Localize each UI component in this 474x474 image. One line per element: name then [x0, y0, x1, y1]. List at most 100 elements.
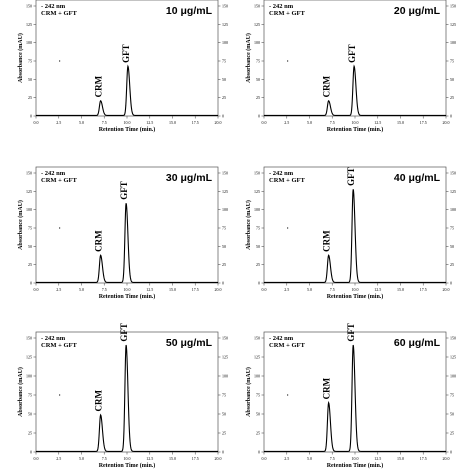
peak-label: GFT	[121, 44, 131, 63]
legend-mixture: CRM + GFT	[269, 342, 306, 349]
concentration-label: 10 μg/mL	[166, 5, 213, 17]
x-tick-label: 17.5	[192, 120, 199, 125]
y-tick-label-right: 75	[222, 59, 226, 64]
y-tick-label: 150	[254, 171, 260, 176]
concentration-label: 60 μg/mL	[394, 337, 441, 349]
y-tick-label-right: 150	[450, 336, 456, 341]
y-tick-label: 75	[256, 59, 260, 64]
chromatogram-trace	[264, 189, 446, 283]
y-tick-label: 75	[28, 393, 32, 398]
y-tick-label-right: 75	[450, 226, 454, 231]
legend-mixture: CRM + GFT	[41, 177, 78, 184]
peak-label: GFT	[346, 323, 356, 342]
y-tick-label-right: 50	[450, 244, 454, 249]
y-tick-label-right: 0	[222, 281, 224, 286]
x-tick-label: 7.5	[102, 456, 107, 461]
y-tick-label: 75	[28, 226, 32, 231]
y-tick-label: 125	[26, 22, 32, 27]
y-axis-label: Absorbance (mAU)	[17, 33, 24, 83]
peak-label: CRM	[322, 377, 332, 399]
x-tick-label: 2.5	[56, 287, 61, 292]
y-tick-label-right: 75	[450, 393, 454, 398]
y-tick-label: 125	[26, 189, 32, 194]
y-tick-label-right: 75	[222, 393, 226, 398]
x-tick-label: 2.5	[284, 456, 289, 461]
x-tick-label: 2.5	[56, 456, 61, 461]
legend-mixture: CRM + GFT	[269, 10, 306, 17]
legend-wavelength: - 242 nm	[269, 170, 294, 177]
y-tick-label-right: 25	[450, 431, 454, 436]
y-tick-label: 150	[254, 4, 260, 9]
y-tick-label: 25	[256, 431, 260, 436]
concentration-label: 30 μg/mL	[166, 172, 213, 184]
chromatogram-panel: 0.0 2.5 5.0 7.5 10.0 12.5 15.0 17.5 20.00 025 2550…	[245, 166, 456, 300]
legend-mixture: CRM + GFT	[41, 10, 78, 17]
y-tick-label: 100	[254, 207, 260, 212]
y-tick-label: 150	[254, 336, 260, 341]
y-tick-label-right: 25	[222, 95, 226, 100]
peak-label: GFT	[346, 167, 356, 186]
x-tick-label: 12.5	[374, 287, 381, 292]
y-axis-label: Absorbance (mAU)	[245, 367, 252, 417]
y-tick-label: 50	[256, 244, 260, 249]
y-tick-label: 50	[28, 77, 32, 82]
y-axis-label: Absorbance (mAU)	[245, 200, 252, 250]
x-tick-label: 7.5	[330, 456, 335, 461]
x-tick-label: 10.0	[124, 120, 131, 125]
x-tick-label: 5.0	[307, 456, 312, 461]
y-tick-label: 125	[254, 22, 260, 27]
y-tick-label-right: 100	[222, 207, 228, 212]
x-tick-label: 5.0	[307, 287, 312, 292]
y-tick-label: 150	[26, 171, 32, 176]
x-tick-label: 10.0	[124, 456, 131, 461]
x-tick-label: 7.5	[102, 120, 107, 125]
x-tick-label: 15.0	[169, 456, 176, 461]
legend-wavelength: - 242 nm	[269, 335, 294, 342]
noise-dot	[287, 394, 289, 396]
y-tick-label: 0	[30, 114, 32, 119]
x-axis-label: Retention Time (min.)	[99, 293, 156, 300]
x-tick-label: 7.5	[330, 287, 335, 292]
y-tick-label: 0	[258, 114, 260, 119]
x-tick-label: 0.0	[34, 120, 39, 125]
peak-label: GFT	[119, 181, 129, 200]
legend-wavelength: - 242 nm	[41, 335, 66, 342]
y-axis-label: Absorbance (mAU)	[17, 367, 24, 417]
x-tick-label: 0.0	[262, 287, 267, 292]
x-tick-label: 17.5	[420, 120, 427, 125]
x-tick-label: 20.0	[443, 287, 450, 292]
x-tick-label: 15.0	[169, 120, 176, 125]
x-axis-label: Retention Time (min.)	[99, 462, 156, 469]
chromatogram-trace	[36, 64, 218, 116]
concentration-label: 20 μg/mL	[394, 5, 441, 17]
y-tick-label: 50	[28, 412, 32, 417]
x-tick-label: 17.5	[192, 456, 199, 461]
x-tick-label: 15.0	[169, 287, 176, 292]
y-tick-label-right: 50	[222, 412, 226, 417]
x-tick-label: 20.0	[215, 456, 222, 461]
x-axis-label: Retention Time (min.)	[99, 126, 156, 133]
x-tick-label: 20.0	[215, 287, 222, 292]
y-tick-label-right: 25	[450, 95, 454, 100]
x-tick-label: 15.0	[397, 287, 404, 292]
x-tick-label: 17.5	[420, 287, 427, 292]
x-tick-label: 2.5	[56, 120, 61, 125]
y-tick-label: 50	[28, 244, 32, 249]
x-tick-label: 0.0	[34, 456, 39, 461]
y-tick-label-right: 100	[450, 40, 456, 45]
y-tick-label-right: 125	[450, 22, 456, 27]
peak-label: CRM	[322, 230, 332, 252]
noise-dot	[287, 60, 289, 62]
x-tick-label: 12.5	[374, 120, 381, 125]
y-tick-label: 150	[26, 336, 32, 341]
x-tick-label: 2.5	[284, 120, 289, 125]
y-tick-label-right: 150	[222, 336, 228, 341]
noise-dot	[59, 60, 61, 62]
y-tick-label: 75	[256, 226, 260, 231]
x-tick-label: 7.5	[330, 120, 335, 125]
noise-dot	[59, 227, 61, 229]
y-tick-label-right: 125	[450, 189, 456, 194]
x-tick-label: 0.0	[34, 287, 39, 292]
y-tick-label-right: 150	[222, 171, 228, 176]
chromatogram-trace	[264, 64, 446, 116]
